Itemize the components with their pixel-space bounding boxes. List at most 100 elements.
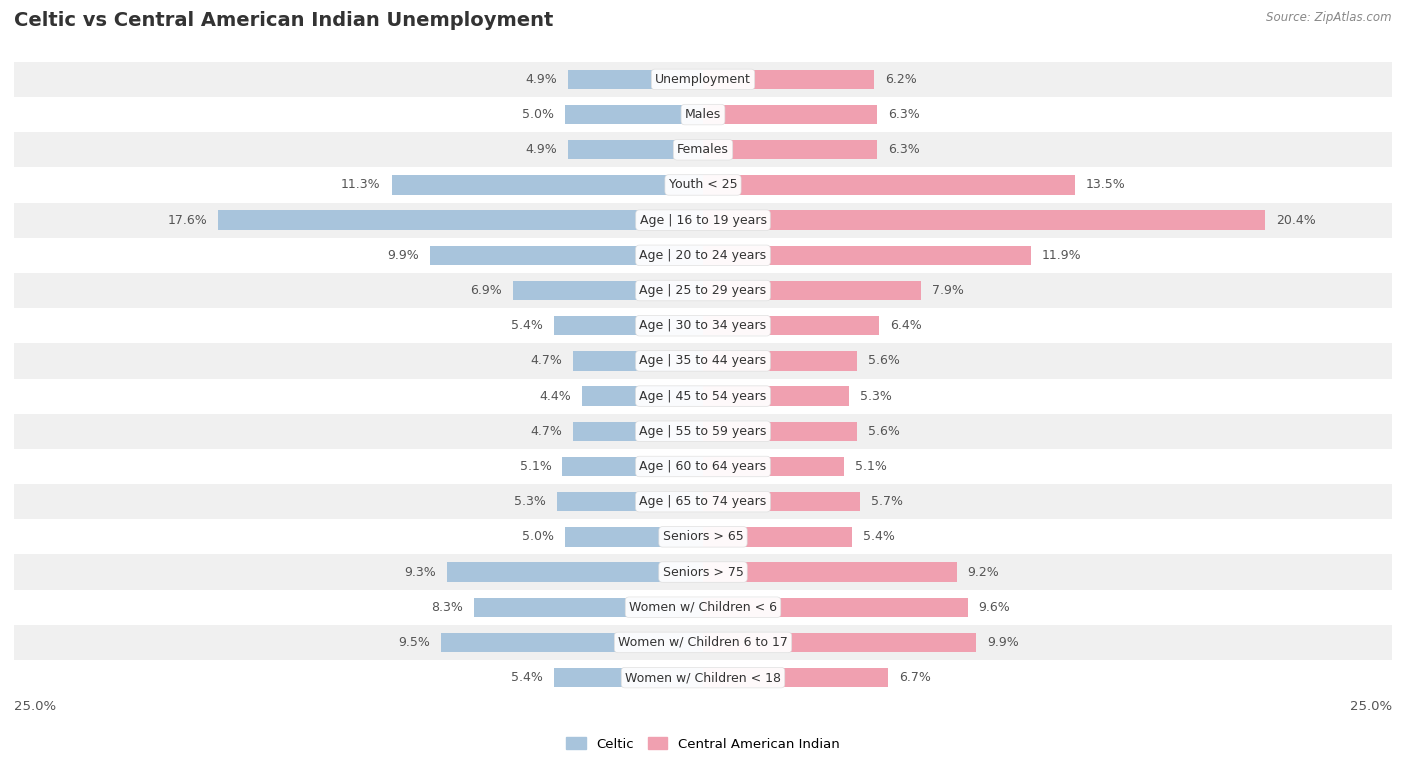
Text: 6.4%: 6.4%	[890, 319, 922, 332]
Text: 5.0%: 5.0%	[522, 108, 554, 121]
Text: Age | 65 to 74 years: Age | 65 to 74 years	[640, 495, 766, 508]
Bar	[14, 132, 1392, 167]
Text: 9.3%: 9.3%	[404, 565, 436, 578]
Bar	[562, 456, 703, 476]
Text: 11.3%: 11.3%	[340, 179, 381, 192]
Bar	[703, 316, 879, 335]
Text: Females: Females	[678, 143, 728, 156]
Bar	[447, 562, 703, 581]
Text: Women w/ Children 6 to 17: Women w/ Children 6 to 17	[619, 636, 787, 649]
Bar	[430, 246, 703, 265]
Text: 4.4%: 4.4%	[538, 390, 571, 403]
Text: 17.6%: 17.6%	[167, 213, 207, 226]
Text: Unemployment: Unemployment	[655, 73, 751, 86]
Text: Women w/ Children < 6: Women w/ Children < 6	[628, 601, 778, 614]
Text: Seniors > 75: Seniors > 75	[662, 565, 744, 578]
Bar	[703, 422, 858, 441]
Bar	[14, 203, 1392, 238]
Text: 5.3%: 5.3%	[860, 390, 891, 403]
Text: 9.5%: 9.5%	[398, 636, 430, 649]
Bar	[565, 105, 703, 124]
Bar	[14, 660, 1392, 695]
Bar	[703, 210, 1265, 230]
Bar	[14, 62, 1392, 97]
Bar	[703, 70, 875, 89]
Bar	[703, 597, 967, 617]
Text: Age | 20 to 24 years: Age | 20 to 24 years	[640, 249, 766, 262]
Bar	[557, 492, 703, 511]
Text: 4.9%: 4.9%	[526, 143, 557, 156]
Bar	[703, 527, 852, 547]
Text: Women w/ Children < 18: Women w/ Children < 18	[626, 671, 780, 684]
Text: Seniors > 65: Seniors > 65	[662, 531, 744, 544]
Text: Youth < 25: Youth < 25	[669, 179, 737, 192]
Text: 5.6%: 5.6%	[869, 425, 900, 438]
Bar	[703, 140, 876, 160]
Bar	[703, 386, 849, 406]
Text: 9.2%: 9.2%	[967, 565, 1000, 578]
Text: 13.5%: 13.5%	[1085, 179, 1126, 192]
Text: Males: Males	[685, 108, 721, 121]
Text: 6.2%: 6.2%	[884, 73, 917, 86]
Bar	[568, 140, 703, 160]
Bar	[574, 422, 703, 441]
Text: 4.7%: 4.7%	[530, 425, 562, 438]
Text: 5.4%: 5.4%	[863, 531, 894, 544]
Bar	[474, 597, 703, 617]
Bar	[703, 351, 858, 371]
Text: 6.3%: 6.3%	[887, 143, 920, 156]
Text: Age | 35 to 44 years: Age | 35 to 44 years	[640, 354, 766, 367]
Legend: Celtic, Central American Indian: Celtic, Central American Indian	[561, 732, 845, 756]
Bar	[14, 97, 1392, 132]
Bar	[14, 625, 1392, 660]
Text: Age | 30 to 34 years: Age | 30 to 34 years	[640, 319, 766, 332]
Text: 8.3%: 8.3%	[432, 601, 463, 614]
Text: Celtic vs Central American Indian Unemployment: Celtic vs Central American Indian Unempl…	[14, 11, 554, 30]
Bar	[554, 668, 703, 687]
Text: 7.9%: 7.9%	[932, 284, 963, 297]
Bar	[703, 456, 844, 476]
Text: Age | 25 to 29 years: Age | 25 to 29 years	[640, 284, 766, 297]
Bar	[14, 590, 1392, 625]
Bar	[554, 316, 703, 335]
Text: Age | 55 to 59 years: Age | 55 to 59 years	[640, 425, 766, 438]
Bar	[14, 449, 1392, 484]
Text: 20.4%: 20.4%	[1277, 213, 1316, 226]
Text: 9.6%: 9.6%	[979, 601, 1011, 614]
Bar	[14, 519, 1392, 554]
Text: Age | 45 to 54 years: Age | 45 to 54 years	[640, 390, 766, 403]
Bar	[582, 386, 703, 406]
Bar	[703, 246, 1031, 265]
Bar	[14, 167, 1392, 203]
Bar	[703, 633, 976, 652]
Text: 5.1%: 5.1%	[855, 460, 886, 473]
Bar	[565, 527, 703, 547]
Bar	[441, 633, 703, 652]
Bar	[14, 238, 1392, 273]
Bar	[14, 413, 1392, 449]
Bar	[703, 668, 887, 687]
Bar	[574, 351, 703, 371]
Bar	[14, 344, 1392, 378]
Bar	[218, 210, 703, 230]
Text: 4.9%: 4.9%	[526, 73, 557, 86]
Bar	[513, 281, 703, 301]
Text: 25.0%: 25.0%	[14, 700, 56, 714]
Bar	[703, 176, 1076, 195]
Text: 5.4%: 5.4%	[512, 671, 543, 684]
Text: 9.9%: 9.9%	[388, 249, 419, 262]
Text: 25.0%: 25.0%	[1350, 700, 1392, 714]
Text: 6.7%: 6.7%	[898, 671, 931, 684]
Text: 5.6%: 5.6%	[869, 354, 900, 367]
Text: 5.1%: 5.1%	[520, 460, 551, 473]
Text: 4.7%: 4.7%	[530, 354, 562, 367]
Bar	[703, 105, 876, 124]
Text: 5.3%: 5.3%	[515, 495, 546, 508]
Text: 6.9%: 6.9%	[470, 284, 502, 297]
Text: 9.9%: 9.9%	[987, 636, 1018, 649]
Bar	[14, 378, 1392, 413]
Text: 5.0%: 5.0%	[522, 531, 554, 544]
Text: 11.9%: 11.9%	[1042, 249, 1081, 262]
Bar	[14, 273, 1392, 308]
Bar	[392, 176, 703, 195]
